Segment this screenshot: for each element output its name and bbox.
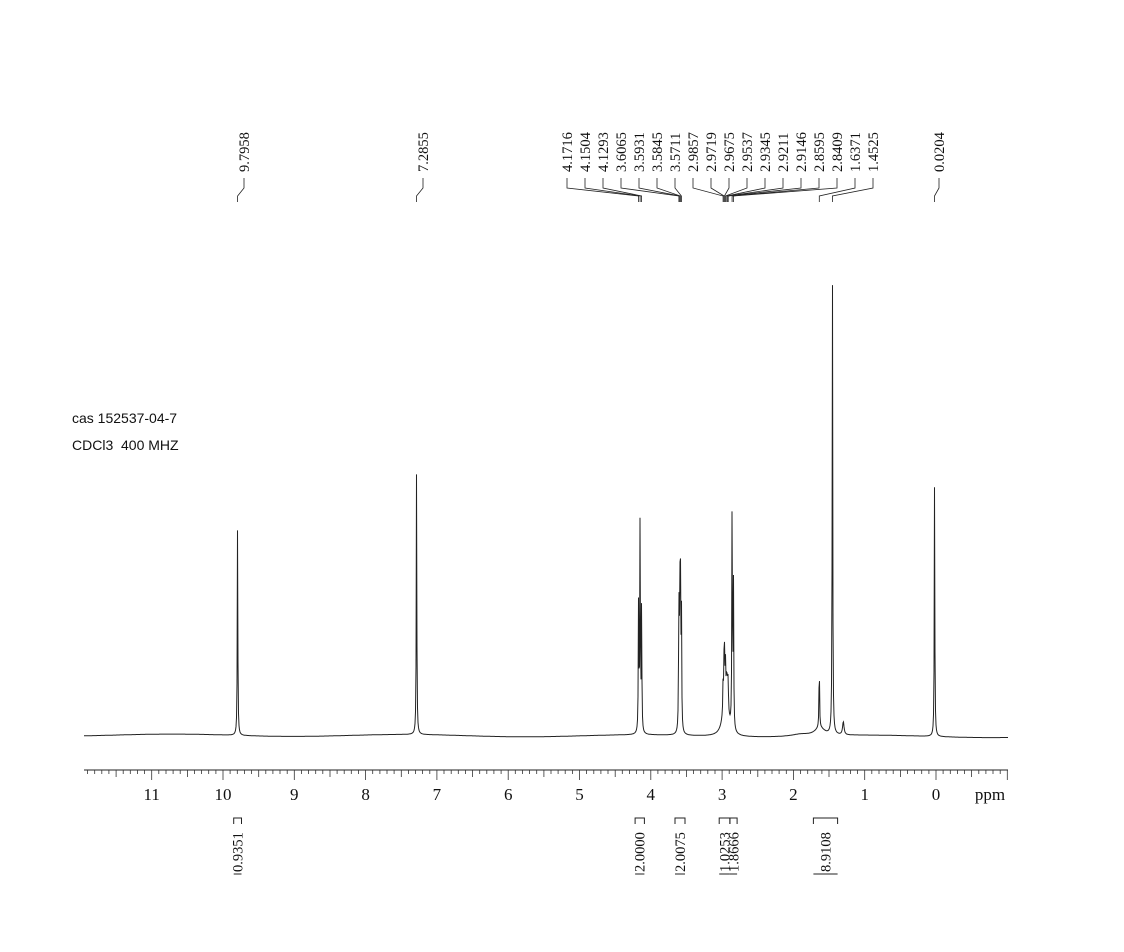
integral-value-label: 2.0000 <box>633 832 649 872</box>
peak-label: 2.9211 <box>776 133 792 172</box>
peak-label-connector <box>656 178 681 202</box>
peak-label-connector <box>620 178 680 202</box>
peak-label-connector <box>725 178 748 202</box>
integral-bracket <box>812 817 839 824</box>
peak-label-connector <box>416 178 424 202</box>
peak-label-connector <box>726 178 766 202</box>
x-tick-label: 8 <box>361 785 370 804</box>
peak-label-connector <box>727 178 802 202</box>
spectrum-line <box>84 285 1008 739</box>
peak-label-connector <box>674 178 682 202</box>
integral-bracket <box>674 817 686 824</box>
peak-label-connector <box>934 178 940 202</box>
peak-label-connector <box>724 178 730 202</box>
integral-bracket <box>718 817 731 824</box>
peak-label-connector <box>692 178 724 202</box>
peak-label: 9.7958 <box>237 132 253 172</box>
integral-bracket <box>233 817 242 824</box>
sample-conditions-label: CDCl3 400 MHZ <box>72 437 179 453</box>
x-tick-label: 7 <box>433 785 442 804</box>
peak-label-connector <box>733 178 838 202</box>
x-tick-label: 10 <box>215 785 232 804</box>
peak-label-connector <box>638 178 681 202</box>
peak-label: 3.5931 <box>632 132 648 172</box>
peak-label-connector <box>818 178 856 202</box>
peak-label-connector <box>710 178 725 202</box>
x-tick-label: 6 <box>504 785 513 804</box>
x-tick-label: 5 <box>575 785 584 804</box>
integral-value-label: 0.9351 <box>231 832 247 872</box>
peak-label-connector <box>584 178 641 202</box>
x-tick-label: 4 <box>647 785 656 804</box>
x-tick-label: 11 <box>144 785 160 804</box>
peak-label: 3.5845 <box>650 132 666 172</box>
peak-label-connector <box>727 178 784 202</box>
peak-label: 3.5711 <box>668 133 684 172</box>
peak-label: 7.2855 <box>416 132 432 172</box>
x-tick-label: 3 <box>718 785 727 804</box>
peak-label: 2.9675 <box>722 132 738 172</box>
peak-label-connector <box>566 178 639 202</box>
peak-label: 2.9857 <box>686 132 702 172</box>
peak-label-connector <box>832 178 874 202</box>
peak-label: 0.0204 <box>932 131 948 172</box>
x-tick-label: 0 <box>932 785 941 804</box>
peak-label-connector <box>602 178 642 202</box>
sample-cas-label: cas 152537-04-7 <box>72 410 178 426</box>
x-tick-label: 2 <box>789 785 798 804</box>
peak-label: 1.6371 <box>848 132 864 172</box>
integral-value-label: 1.0253 <box>718 832 734 872</box>
peak-label: 2.9719 <box>704 132 720 172</box>
peak-label: 4.1504 <box>578 131 594 172</box>
integral-value-label: 8.9108 <box>818 832 834 872</box>
x-axis-label: ppm <box>975 785 1005 804</box>
x-axis-group: 11 10 9 8 7 6 5 4 3 2 1 0 ppm <box>84 769 1008 804</box>
integral-bracket <box>634 817 645 824</box>
peak-label: 4.1716 <box>560 132 576 172</box>
peak-label: 2.9146 <box>794 132 810 172</box>
peak-label-connector <box>731 178 820 202</box>
peak-label: 3.6065 <box>614 132 630 172</box>
integral-value-label: 2.0075 <box>673 832 689 872</box>
integral-value-label: 1.8666 <box>727 832 743 872</box>
peak-label: 2.9345 <box>758 132 774 172</box>
x-tick-label: 1 <box>860 785 869 804</box>
integral-bracket <box>729 817 738 824</box>
peak-label: 2.8595 <box>812 132 828 172</box>
peak-label: 1.4525 <box>866 132 882 172</box>
peak-label-connector <box>237 178 245 202</box>
spectrum-group <box>84 285 1008 739</box>
peak-label: 2.9537 <box>740 132 756 172</box>
peak-label: 2.8409 <box>830 132 846 172</box>
peak-label: 4.1293 <box>596 132 612 172</box>
x-tick-label: 9 <box>290 785 299 804</box>
peak-label-group: 9.7958 7.2855 4.1716 4.1504 4.1293 3.6065 3.59… <box>237 131 948 202</box>
